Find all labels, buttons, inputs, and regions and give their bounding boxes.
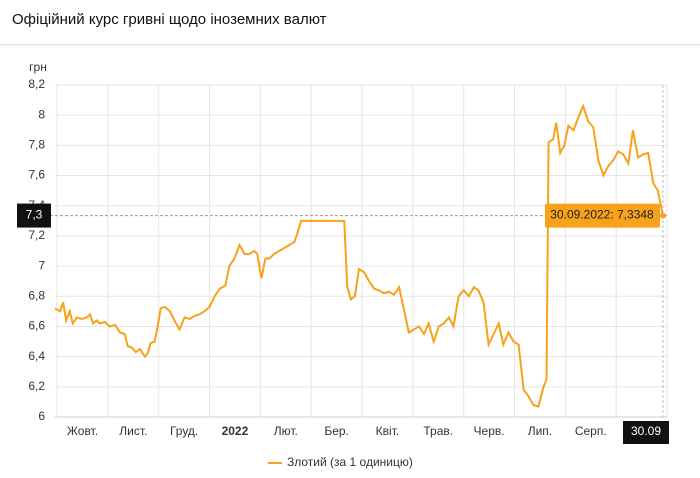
y-tick-label: 8 (38, 107, 45, 121)
crosshair-x-box (623, 421, 669, 444)
x-tick-label: Лют. (274, 424, 298, 438)
y-tick-label: 6 (38, 409, 45, 423)
tooltip-box (545, 203, 660, 228)
crosshair-y-label: 7,3 (26, 208, 43, 222)
y-tick-label: 8,2 (28, 77, 45, 91)
x-tick-label: Серп. (575, 424, 607, 438)
x-tick-label: Бер. (324, 424, 349, 438)
line-series (54, 103, 664, 408)
crosshair-y-box (17, 203, 51, 228)
tooltip-text: 30.09.2022: 7,3348 (550, 208, 654, 222)
y-tick-label: 6,6 (28, 319, 45, 333)
x-tick-label: Лип. (528, 424, 552, 438)
x-tick-label: Груд. (170, 424, 198, 438)
page-title: Офіційний курс гривні щодо іноземних вал… (12, 11, 327, 28)
y-tick-label: 7,2 (28, 228, 45, 242)
y-tick-label: 7 (38, 258, 45, 272)
x-tick-label: Трав. (423, 424, 453, 438)
y-tick-label: 6,2 (28, 379, 45, 393)
header: Офіційний курс гривні щодо іноземних вал… (0, 0, 700, 45)
x-tick-label: Квіт. (376, 424, 400, 438)
y-tick-label: 6,8 (28, 288, 45, 302)
y-axis-label: грн (29, 60, 47, 74)
x-tick-label: Черв. (474, 424, 505, 438)
y-tick-label: 7,6 (28, 168, 45, 182)
legend-label: Злотий (за 1 одиницю) (287, 455, 413, 469)
x-tick-label: 2022 (222, 424, 249, 438)
point-marker (659, 212, 666, 219)
x-tick-label: Лист. (119, 424, 147, 438)
x-tick-label: Жовт. (67, 424, 98, 438)
y-tick-label: 7,8 (28, 138, 45, 152)
crosshair-x-label: 30.09 (631, 424, 661, 438)
y-tick-label: 6,4 (28, 349, 45, 363)
